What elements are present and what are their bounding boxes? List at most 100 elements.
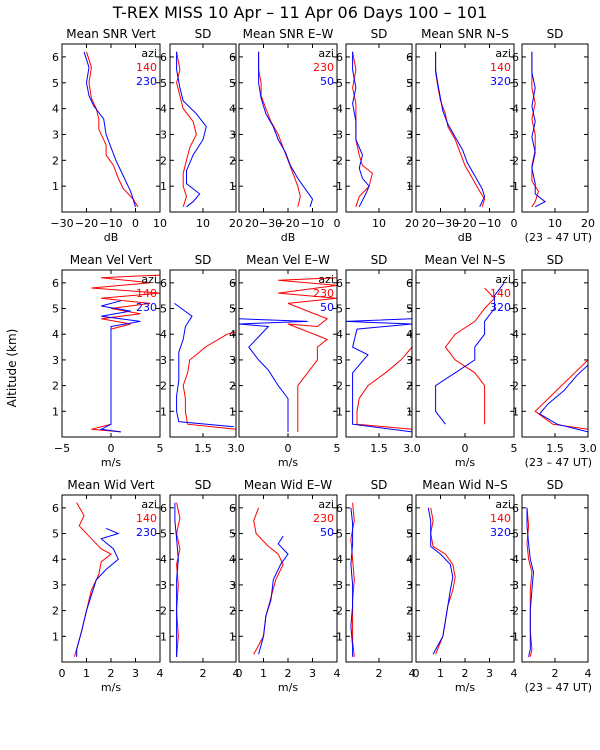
y-tick-label: 2	[160, 154, 167, 167]
y-tick-label: 1	[406, 630, 413, 643]
panel-title: Mean Wid E–W	[244, 478, 332, 492]
y-tick-label: 2	[512, 380, 519, 393]
legend-entry: 320	[490, 301, 511, 314]
series-line-50-blue	[239, 318, 308, 432]
series-line-140-red	[444, 287, 496, 425]
x-tick-label: 0	[285, 442, 292, 455]
series-line-140-red	[430, 507, 456, 655]
panel-title: SD	[371, 27, 388, 41]
y-tick-label: 5	[52, 77, 59, 90]
x-axis-label: m/s	[455, 681, 475, 694]
x-tick-label: 3	[486, 667, 493, 680]
y-tick-label: 5	[229, 528, 236, 541]
y-tick-label: 2	[52, 380, 59, 393]
series-line-320-blue	[526, 507, 535, 658]
time-range-label: (23 – 47 UT)	[525, 456, 592, 469]
y-tick-label: 5	[512, 77, 519, 90]
x-tick-label: 2	[285, 667, 292, 680]
y-tick-label: 5	[336, 528, 343, 541]
y-tick-label: 2	[52, 154, 59, 167]
y-tick-label: 3	[160, 128, 167, 141]
series-line-320-blue	[531, 51, 547, 208]
panel-title: Mean SNR Vert	[66, 27, 156, 41]
y-tick-label: 6	[512, 51, 519, 64]
y-tick-label: 1	[336, 630, 343, 643]
series-line-230-blue	[174, 302, 234, 428]
x-tick-label: 0	[334, 217, 341, 230]
y-tick-label: 5	[406, 77, 413, 90]
y-tick-label: 4	[336, 103, 343, 116]
y-tick-label: 5	[336, 303, 343, 316]
y-tick-label: 1	[52, 180, 59, 193]
legend-entry: 230	[313, 512, 334, 525]
y-tick-label: 2	[336, 154, 343, 167]
x-tick-label: −10	[99, 217, 122, 230]
y-tick-label: 6	[160, 502, 167, 515]
x-tick-label: 20	[405, 217, 419, 230]
legend-entry: 230	[313, 61, 334, 74]
y-tick-label: 2	[512, 154, 519, 167]
panel-snr_vert_sd: 1 2 3 4 5 6 10 20 SD	[160, 27, 243, 230]
y-tick-label: 4	[336, 328, 343, 341]
panel-frame	[521, 494, 589, 663]
series-line-230-blue	[99, 300, 141, 433]
legend-header: azi	[141, 498, 157, 511]
series-line-230-red	[278, 277, 337, 432]
y-tick-label: 1	[229, 405, 236, 418]
legend-header: azi	[318, 498, 334, 511]
y-tick-label: 4	[512, 553, 519, 566]
series-line-50-blue	[346, 318, 412, 433]
y-tick-label: 1	[229, 180, 236, 193]
y-tick-label: 5	[229, 303, 236, 316]
series-line-230-red	[352, 51, 373, 207]
x-tick-label: 0	[462, 442, 469, 455]
y-tick-label: 2	[229, 380, 236, 393]
y-tick-label: 3	[512, 579, 519, 592]
x-tick-label: 5	[157, 442, 164, 455]
y-tick-label: 6	[336, 502, 343, 515]
y-tick-label: 3	[52, 128, 59, 141]
y-tick-label: 2	[160, 380, 167, 393]
x-tick-label: 3	[132, 667, 139, 680]
panel-title: SD	[195, 478, 212, 492]
panel-title: Mean Wid Vert	[67, 478, 154, 492]
x-tick-label: 0	[413, 667, 420, 680]
x-tick-label: 1.5	[194, 442, 212, 455]
x-tick-label: 3.0	[579, 442, 597, 455]
x-tick-label: 10	[196, 217, 210, 230]
y-tick-label: 5	[512, 303, 519, 316]
y-tick-label: 4	[336, 553, 343, 566]
series-line-140-red	[531, 51, 540, 208]
y-tick-label: 5	[229, 77, 236, 90]
y-tick-label: 3	[336, 354, 343, 367]
series-line-320-blue	[435, 51, 486, 208]
time-range-label: (23 – 47 UT)	[525, 681, 592, 694]
series-line-140-red	[176, 502, 181, 657]
y-tick-label: 4	[406, 103, 413, 116]
panel-frame	[521, 269, 589, 438]
panel-snr_ns_sd: 1 2 3 4 5 6 10 20 SD (23 – 47 UT)	[512, 27, 595, 244]
y-tick-label: 5	[52, 528, 59, 541]
y-tick-label: 4	[229, 103, 236, 116]
y-tick-label: 2	[52, 605, 59, 618]
y-tick-label: 4	[52, 103, 59, 116]
series-line-140-red	[435, 51, 486, 207]
y-tick-label: 3	[512, 354, 519, 367]
x-tick-label: 10	[548, 217, 562, 230]
y-tick-label: 1	[406, 405, 413, 418]
x-tick-label: −20	[75, 217, 98, 230]
y-tick-label: 2	[160, 605, 167, 618]
legend-entry: 320	[490, 75, 511, 88]
x-tick-label: 2	[552, 667, 559, 680]
figure-title: T-REX MISS 10 Apr – 11 Apr 06 Days 100 –…	[112, 3, 488, 22]
legend-entry: 50	[320, 526, 334, 539]
y-tick-label: 2	[406, 154, 413, 167]
y-tick-label: 1	[512, 630, 519, 643]
series-line-140-red	[182, 331, 236, 430]
x-tick-label: 10	[372, 217, 386, 230]
y-tick-label: 1	[512, 405, 519, 418]
legend-entry: 230	[313, 287, 334, 300]
